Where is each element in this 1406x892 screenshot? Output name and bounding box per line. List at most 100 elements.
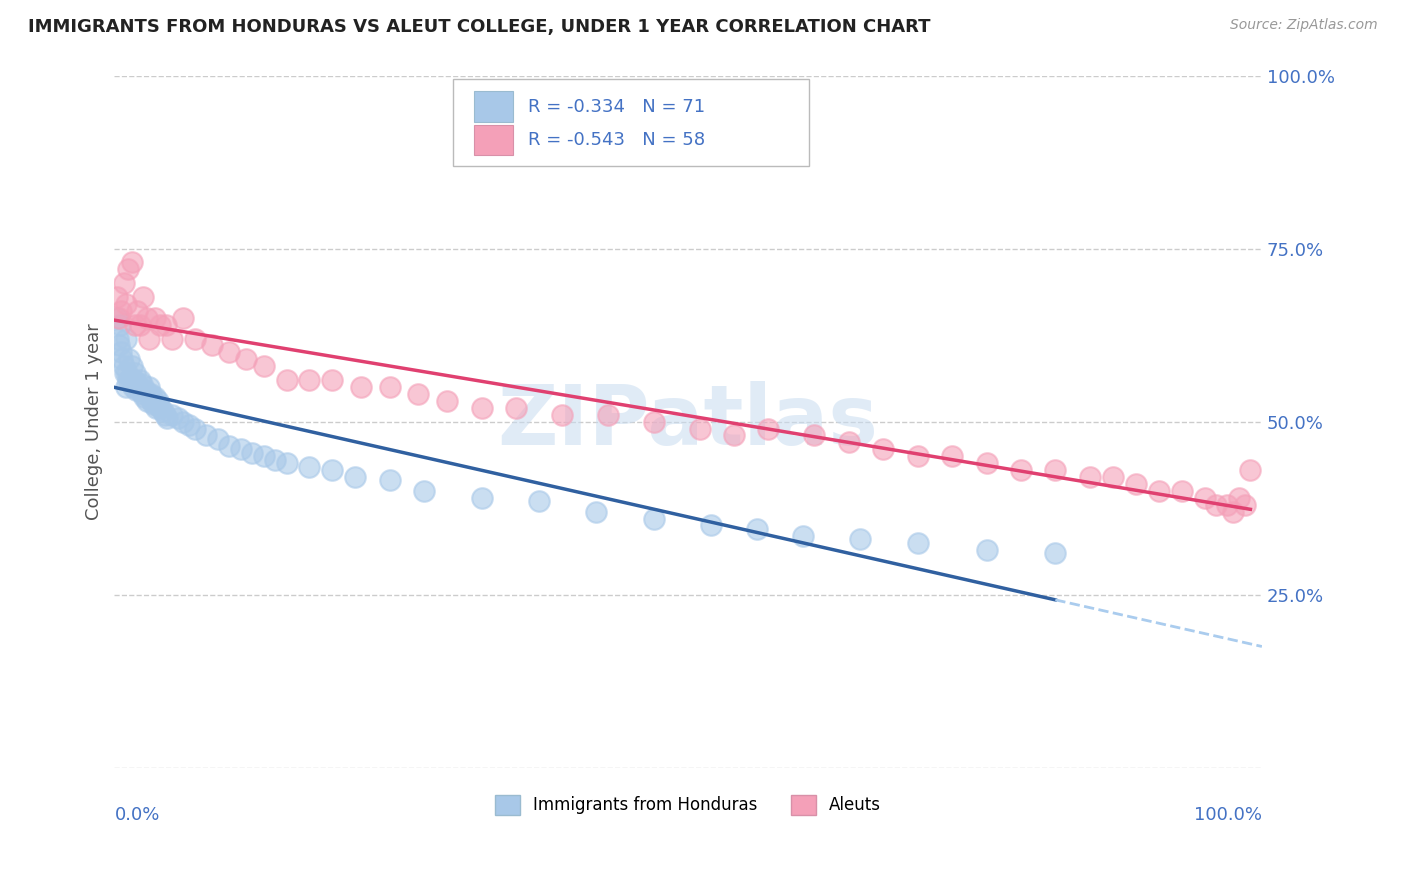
FancyBboxPatch shape — [453, 79, 808, 166]
Point — [792, 529, 814, 543]
Point — [218, 345, 240, 359]
Point — [110, 345, 132, 359]
Y-axis label: College, Under 1 year: College, Under 1 year — [86, 323, 103, 520]
Point — [1147, 483, 1170, 498]
Point — [700, 518, 723, 533]
Point — [132, 387, 155, 401]
Text: R = -0.334   N = 71: R = -0.334 N = 71 — [527, 97, 704, 116]
Point — [1101, 470, 1123, 484]
Text: Source: ZipAtlas.com: Source: ZipAtlas.com — [1230, 18, 1378, 32]
Point — [124, 366, 146, 380]
Point — [155, 318, 177, 332]
Point — [1216, 498, 1239, 512]
Text: ZIPatlas: ZIPatlas — [498, 381, 879, 462]
Point — [110, 304, 132, 318]
Point — [129, 384, 152, 398]
Point — [1170, 483, 1192, 498]
Point — [118, 352, 141, 367]
Point — [907, 535, 929, 549]
Point — [1125, 476, 1147, 491]
Point — [143, 310, 166, 325]
Point — [207, 432, 229, 446]
Point — [758, 421, 780, 435]
Point — [146, 397, 169, 411]
Point — [235, 352, 257, 367]
Point — [145, 401, 167, 415]
Point — [378, 380, 401, 394]
Point — [596, 408, 619, 422]
Point — [146, 393, 169, 408]
FancyBboxPatch shape — [474, 92, 513, 122]
Point — [152, 404, 174, 418]
Point — [350, 380, 373, 394]
Point — [276, 456, 298, 470]
Point — [264, 452, 287, 467]
Point — [1222, 505, 1244, 519]
Point — [643, 415, 665, 429]
Point — [121, 380, 143, 394]
Point — [138, 332, 160, 346]
Point — [127, 304, 149, 318]
Point — [120, 373, 142, 387]
Point — [128, 373, 150, 387]
Point — [941, 449, 963, 463]
Point — [872, 442, 894, 457]
Point — [907, 449, 929, 463]
Point — [122, 373, 145, 387]
Point — [115, 332, 138, 346]
Point — [229, 442, 252, 457]
Point — [298, 459, 321, 474]
Point — [135, 310, 157, 325]
Point — [108, 338, 131, 352]
Point — [138, 380, 160, 394]
Point — [112, 359, 135, 374]
Text: 100.0%: 100.0% — [1194, 805, 1263, 824]
Point — [127, 376, 149, 391]
Point — [105, 310, 128, 325]
Point — [114, 366, 136, 380]
Point — [121, 255, 143, 269]
Point — [115, 380, 138, 394]
Point — [121, 359, 143, 374]
Point — [177, 418, 200, 433]
Point — [149, 401, 172, 415]
Point — [115, 366, 138, 380]
Point — [184, 332, 207, 346]
Point — [139, 390, 162, 404]
Point — [585, 505, 607, 519]
Point — [1078, 470, 1101, 484]
Point — [142, 397, 165, 411]
Legend: Immigrants from Honduras, Aleuts: Immigrants from Honduras, Aleuts — [488, 788, 889, 822]
Point — [160, 332, 183, 346]
Point — [976, 456, 998, 470]
Point — [505, 401, 527, 415]
Point — [128, 318, 150, 332]
Point — [252, 449, 274, 463]
Point — [111, 352, 134, 367]
Point — [551, 408, 574, 422]
Point — [643, 511, 665, 525]
Point — [117, 373, 139, 387]
Point — [134, 390, 156, 404]
Point — [976, 542, 998, 557]
Point — [160, 408, 183, 422]
Point — [1045, 546, 1067, 560]
Point — [1227, 491, 1250, 505]
Point — [166, 411, 188, 425]
Point — [105, 290, 128, 304]
Text: IMMIGRANTS FROM HONDURAS VS ALEUT COLLEGE, UNDER 1 YEAR CORRELATION CHART: IMMIGRANTS FROM HONDURAS VS ALEUT COLLEG… — [28, 18, 931, 36]
Point — [1194, 491, 1216, 505]
Point — [184, 421, 207, 435]
Point — [240, 446, 263, 460]
Point — [149, 318, 172, 332]
Point — [471, 491, 494, 505]
Point — [139, 387, 162, 401]
Point — [141, 393, 163, 408]
Point — [803, 428, 825, 442]
Point — [1045, 463, 1067, 477]
Point — [195, 428, 218, 442]
Point — [128, 384, 150, 398]
FancyBboxPatch shape — [474, 125, 513, 155]
Point — [201, 338, 224, 352]
Point — [838, 435, 860, 450]
